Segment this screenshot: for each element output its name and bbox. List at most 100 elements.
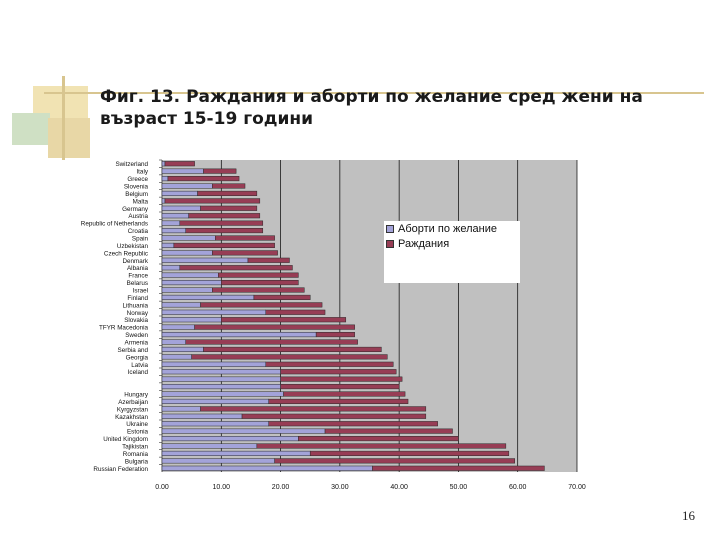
bar-births bbox=[203, 346, 382, 352]
bar-abortions bbox=[161, 391, 284, 397]
bar-abortions bbox=[161, 465, 373, 471]
y-category-label: France bbox=[128, 273, 148, 280]
bar-abortions bbox=[161, 161, 166, 167]
bar-abortions bbox=[161, 309, 266, 315]
bar-births bbox=[197, 190, 258, 196]
legend-label-abortions: Аборти по желание bbox=[398, 222, 497, 235]
y-category-label: Kyrgyzstan bbox=[117, 406, 149, 413]
bar-abortions bbox=[161, 413, 243, 419]
bar-births bbox=[315, 332, 355, 338]
bar-births bbox=[215, 235, 275, 241]
y-category-label: Greece bbox=[127, 176, 148, 183]
y-category-label: Finland bbox=[127, 295, 148, 302]
bar-births bbox=[185, 339, 358, 345]
y-category-label: Sweden bbox=[125, 332, 148, 339]
y-category-label: Lithuania bbox=[122, 302, 148, 309]
y-category-label: United Kingdom bbox=[103, 436, 148, 443]
bar-abortions bbox=[161, 198, 166, 204]
y-category-label: Latvia bbox=[131, 362, 148, 369]
bar-births bbox=[221, 280, 299, 286]
y-category-label: Ukraine bbox=[126, 421, 148, 428]
bar-births bbox=[274, 458, 515, 464]
bar-births bbox=[218, 272, 299, 278]
y-category-label: Georgia bbox=[126, 354, 149, 361]
bar-abortions bbox=[161, 443, 258, 449]
y-category-label: Bulgaria bbox=[125, 458, 149, 465]
bar-births bbox=[256, 443, 507, 449]
bar-births bbox=[212, 183, 246, 189]
y-category-label: Slovakia bbox=[124, 317, 148, 324]
y-category-label: Denmark bbox=[122, 258, 148, 265]
bar-births bbox=[241, 413, 427, 419]
y-category-label: Romania bbox=[123, 451, 149, 458]
bar-abortions bbox=[161, 205, 201, 211]
y-category-label: Serbia and bbox=[118, 347, 149, 354]
bar-abortions bbox=[161, 265, 181, 271]
bar-abortions bbox=[161, 436, 299, 442]
bar-births bbox=[185, 228, 264, 234]
y-category-label: Uzbekistan bbox=[117, 243, 149, 250]
bar-births bbox=[253, 294, 311, 300]
bar-births bbox=[283, 391, 406, 397]
chart-legend: Аборти по желание Раждания bbox=[384, 221, 520, 283]
y-category-label: Armenia bbox=[125, 340, 149, 347]
bar-births bbox=[268, 421, 438, 427]
bar-abortions bbox=[161, 376, 281, 382]
legend-item-births: Раждания bbox=[386, 236, 520, 251]
bar-abortions bbox=[161, 220, 181, 226]
x-tick-label: 60.00 bbox=[509, 484, 527, 491]
bar-births bbox=[372, 465, 545, 471]
x-tick-label: 0.00 bbox=[155, 484, 169, 491]
bar-births bbox=[167, 176, 240, 182]
y-category-label: Czech Republic bbox=[104, 250, 148, 257]
bar-births bbox=[191, 354, 388, 360]
legend-label-births: Раждания bbox=[398, 237, 450, 250]
legend-swatch-abortions bbox=[386, 224, 394, 233]
bar-abortions bbox=[161, 346, 204, 352]
x-tick-label: 50.00 bbox=[450, 484, 468, 491]
bar-abortions bbox=[161, 176, 169, 182]
bar-abortions bbox=[161, 287, 213, 293]
y-category-label: Norway bbox=[127, 310, 149, 317]
bar-abortions bbox=[161, 354, 192, 360]
bar-abortions bbox=[161, 257, 249, 263]
y-category-label: TFYR Macedonia bbox=[99, 325, 148, 332]
bar-births bbox=[179, 220, 264, 226]
bar-abortions bbox=[161, 458, 275, 464]
bar-births bbox=[298, 436, 459, 442]
bar-births bbox=[200, 406, 427, 412]
bar-abortions bbox=[161, 294, 255, 300]
bar-births bbox=[324, 428, 453, 434]
bar-births bbox=[280, 369, 397, 375]
decor-square-green bbox=[12, 113, 50, 145]
bar-abortions bbox=[161, 421, 269, 427]
x-tick-label: 30.00 bbox=[331, 484, 349, 491]
bar-births bbox=[309, 450, 510, 456]
decor-vertical-line bbox=[62, 76, 65, 160]
bar-abortions bbox=[161, 339, 186, 345]
y-category-label: Russian Federation bbox=[93, 466, 148, 473]
bar-abortions bbox=[161, 324, 195, 330]
bar-births bbox=[212, 250, 278, 256]
x-tick-label: 40.00 bbox=[390, 484, 408, 491]
legend-item-abortions: Аборти по желание bbox=[386, 221, 520, 236]
bar-abortions bbox=[161, 213, 189, 219]
y-category-label: Croatia bbox=[128, 228, 149, 235]
x-tick-label: 20.00 bbox=[272, 484, 290, 491]
y-category-label: Malta bbox=[133, 198, 149, 205]
bar-births bbox=[179, 265, 293, 271]
bar-births bbox=[173, 242, 275, 248]
bar-abortions bbox=[161, 228, 186, 234]
bar-abortions bbox=[161, 183, 213, 189]
legend-swatch-births bbox=[386, 239, 394, 248]
y-category-label: Italy bbox=[136, 169, 148, 176]
bar-abortions bbox=[161, 428, 326, 434]
bar-abortions bbox=[161, 406, 201, 412]
bar-abortions bbox=[161, 398, 269, 404]
bar-births bbox=[212, 287, 305, 293]
bar-births bbox=[164, 198, 261, 204]
bar-births bbox=[188, 213, 261, 219]
page-number: 16 bbox=[682, 508, 695, 523]
bar-births bbox=[280, 376, 403, 382]
